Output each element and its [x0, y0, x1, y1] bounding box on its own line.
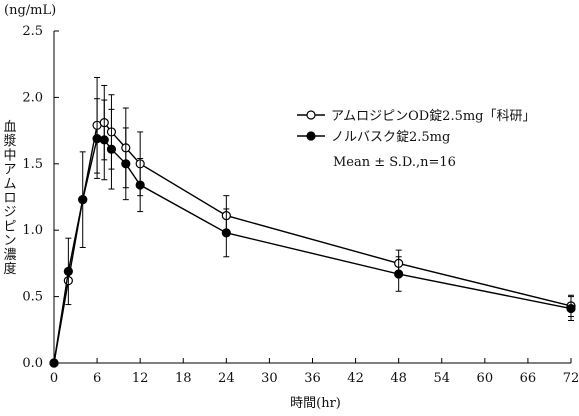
legend: アムロジピンOD錠2.5mg「科研」ノルバスク錠2.5mg Mean ± S.D.…	[297, 109, 536, 170]
series-line	[53, 137, 572, 364]
x-tick-label: 30	[261, 371, 278, 386]
x-tick-label: 60	[477, 371, 494, 386]
series-2	[49, 98, 576, 368]
data-point-filled	[394, 269, 404, 279]
x-tick-label: 18	[175, 371, 192, 386]
legend-label: ノルバスク錠2.5mg	[331, 130, 450, 145]
data-point-filled	[135, 180, 145, 190]
x-tick-label: 6	[93, 371, 101, 386]
data-point-filled	[221, 228, 231, 238]
y-axis-title-char: ジ	[3, 205, 16, 220]
y-unit-label: (ng/mL)	[4, 3, 56, 18]
y-axis-title: 血漿中アムロジピン濃度	[3, 120, 16, 277]
data-point-filled	[566, 303, 576, 314]
y-axis-title-char: ン	[3, 234, 16, 249]
series-line	[53, 121, 572, 364]
y-axis-title-char: 濃	[3, 248, 16, 263]
x-tick-label: 12	[132, 371, 149, 386]
y-axis-title-char: ム	[3, 177, 16, 192]
data-point-filled	[99, 135, 109, 145]
x-tick-label: 66	[520, 371, 537, 386]
x-tick-label: 24	[218, 371, 235, 386]
y-tick-label: 0.5	[22, 290, 43, 305]
y-axis-title-char: ロ	[3, 191, 16, 206]
data-point-filled	[63, 266, 73, 276]
y-tick-label: 1.0	[22, 223, 43, 238]
x-tick-label: 48	[390, 371, 407, 386]
y-tick-label: 1.5	[22, 157, 43, 172]
data-point-filled	[49, 358, 59, 368]
data-point-filled	[78, 195, 88, 205]
chart-annotation: Mean ± S.D.,n=16	[333, 155, 456, 170]
x-tick-label: 42	[347, 371, 364, 386]
series-layer	[49, 76, 576, 368]
legend-marker-filled	[306, 131, 316, 141]
data-point-filled	[121, 159, 131, 169]
legend-marker-open	[306, 110, 316, 120]
y-axis-title-char: 中	[3, 148, 16, 163]
legend-label: アムロジピンOD錠2.5mg「科研」	[331, 109, 536, 124]
y-axis-title-char: 度	[3, 261, 16, 277]
x-axis-title: 時間(hr)	[290, 396, 341, 411]
y-tick-label: 2.0	[22, 90, 43, 105]
y-axis-title-char: ア	[3, 163, 16, 178]
x-tick-label: 36	[304, 371, 321, 386]
y-tick-label: 2.5	[22, 24, 43, 39]
y-axis-title-char: 血	[3, 120, 16, 135]
x-tick-label: 72	[563, 371, 579, 386]
x-tick-label: 0	[50, 371, 58, 386]
axes: 0.0 0.5 1.0 1.5 2.0 2.5 0 6 12 18 24 30 36 42 48 54 60 66…	[3, 3, 579, 411]
y-axis-title-char: 漿	[3, 134, 16, 149]
y-axis-title-char: ピ	[3, 219, 16, 234]
y-tick-label: 0.0	[22, 356, 43, 371]
data-point-filled	[106, 144, 117, 154]
x-tick-label: 54	[433, 371, 450, 386]
